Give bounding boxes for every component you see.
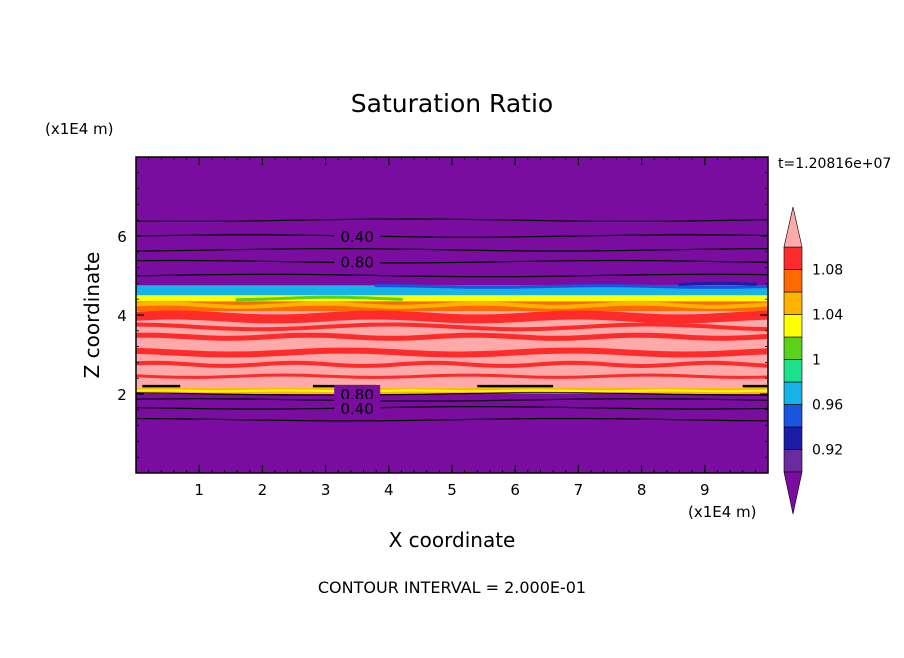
y-axis-unit-label: (x1E4 m) (45, 120, 114, 138)
contour-label-bg-2 (334, 385, 381, 402)
plot-field (136, 157, 768, 473)
colorbar-label: 1.04 (812, 308, 843, 324)
contour-label-bg-3 (334, 398, 381, 416)
colorbar-under-triangle (783, 471, 803, 515)
contour-line-7 (136, 398, 768, 402)
y-tick-label: 4 (117, 307, 127, 325)
contour-label-bg-1 (334, 252, 381, 270)
contour-labels: 0.400.800.800.40 (334, 227, 381, 418)
contour-interval-note: CONTOUR INTERVAL = 2.000E-01 (318, 578, 586, 597)
red-streak-0 (136, 310, 768, 324)
colorbar-swatch-3 (783, 381, 803, 405)
colorbar-swatch-7 (783, 291, 803, 315)
yellow-base-streak (136, 389, 768, 393)
axis-ticks (136, 157, 769, 473)
chart-title: Saturation Ratio (351, 89, 553, 118)
contour-line-3 (136, 406, 768, 410)
x-tick-label: 3 (321, 481, 331, 499)
contour-line-1 (136, 259, 768, 264)
colorbar-swatch-2 (783, 404, 803, 428)
colorbar-swatch-4 (783, 359, 803, 383)
x-axis-unit-label: (x1E4 m) (688, 503, 757, 521)
axis-tick-labels: 1 2 3 4 5 6 7 8 9 2 4 6 (117, 228, 709, 499)
contour-lines (136, 218, 768, 422)
colorbar-swatch-1 (783, 426, 803, 450)
red-streak-5 (136, 322, 768, 332)
colorbar-swatch-5 (783, 336, 803, 360)
colorbar: 0.92 0.96 1 1.04 1.08 (783, 206, 843, 515)
contour-line-0 (136, 234, 768, 238)
y-axis-title: Z coordinate (80, 252, 104, 379)
colorbar-swatch-0 (783, 449, 803, 473)
colorbar-swatch-8 (783, 269, 803, 293)
green-streak (235, 295, 403, 302)
x-tick-label: 9 (700, 481, 710, 499)
contour-label-1: 0.80 (340, 254, 373, 272)
time-label: t=1.20816e+07 (778, 156, 891, 172)
y-tick-label: 6 (117, 228, 127, 246)
red-streak-4 (136, 373, 768, 379)
colorbar-label: 0.92 (812, 443, 843, 459)
contour-label-0: 0.40 (340, 228, 373, 246)
colorbar-label: 1 (812, 353, 821, 369)
x-tick-label: 7 (574, 481, 584, 499)
red-streak-1 (136, 332, 768, 341)
contour-line-2 (136, 392, 768, 396)
x-tick-label: 1 (194, 481, 204, 499)
colorbar-swatch-9 (783, 246, 803, 270)
y-tick-label: 2 (117, 386, 127, 404)
contour-label-3: 0.40 (340, 400, 373, 418)
contour-label-bg-0 (334, 227, 381, 244)
red-streak-3 (136, 360, 768, 369)
colorbar-label: 0.96 (812, 398, 843, 414)
colorbar-swatch-6 (783, 314, 803, 338)
contour-line-6 (136, 273, 768, 278)
contour-line-4 (136, 218, 768, 222)
navy-streak (678, 281, 757, 286)
contour-line-8 (136, 417, 768, 422)
x-axis-title: X coordinate (389, 528, 516, 552)
field-band-4 (136, 295, 768, 302)
x-tick-label: 6 (510, 481, 520, 499)
cyan-streak (136, 288, 768, 295)
colorbar-over-triangle (783, 206, 803, 248)
contour-line-5 (136, 247, 768, 252)
x-tick-label: 8 (637, 481, 647, 499)
colorbar-label: 1.08 (812, 263, 843, 279)
x-tick-label: 5 (447, 481, 457, 499)
orange-streak (136, 301, 768, 309)
blue-streak (374, 284, 768, 289)
field-band-0 (136, 394, 768, 473)
x-tick-label: 4 (384, 481, 394, 499)
red-streak-2 (136, 347, 768, 358)
x-tick-label: 2 (258, 481, 268, 499)
